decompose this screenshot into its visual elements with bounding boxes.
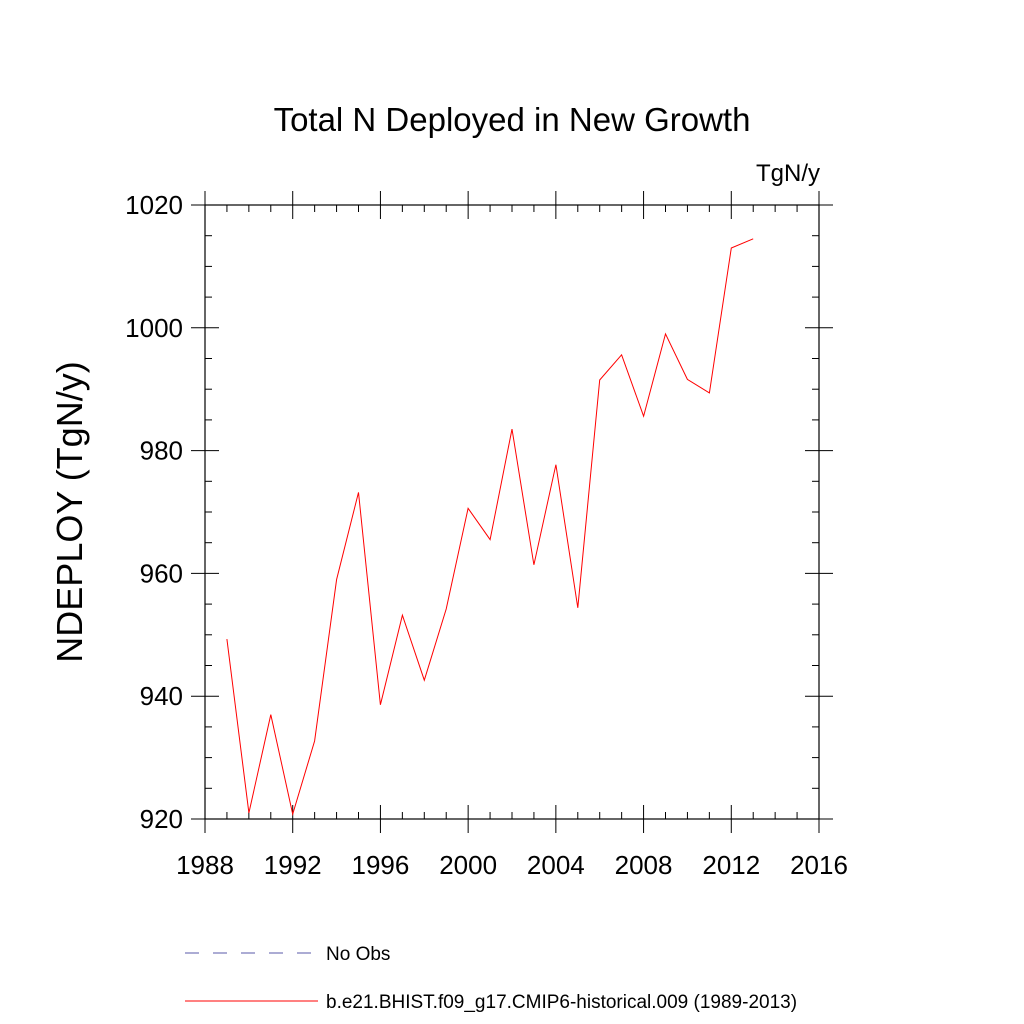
y-tick-label: 960 xyxy=(140,558,183,588)
y-tick-label: 1000 xyxy=(125,313,183,343)
series-layer xyxy=(226,238,754,817)
x-tick-label: 2000 xyxy=(439,850,497,880)
y-tick-label: 1020 xyxy=(125,190,183,220)
x-tick-label: 1992 xyxy=(264,850,322,880)
x-axis: 1988 1992 1996 2000 2004 2008 2012 2016 xyxy=(176,191,848,880)
x-tick-label: 1996 xyxy=(352,850,410,880)
x-tick-label: 2016 xyxy=(790,850,848,880)
x-tick-label: 2004 xyxy=(527,850,585,880)
y-axis-label: NDEPLOY (TgN/y) xyxy=(49,361,90,662)
legend-label-no-obs: No Obs xyxy=(326,944,390,965)
units-label: TgN/y xyxy=(756,160,820,187)
y-tick-label: 940 xyxy=(140,681,183,711)
legend-label-historical: b.e21.BHIST.f09_g17.CMIP6-historical.009… xyxy=(326,992,797,1013)
series-line xyxy=(226,238,754,817)
y-tick-label: 920 xyxy=(140,804,183,834)
x-tick-label: 2008 xyxy=(615,850,673,880)
y-tick-label: 980 xyxy=(140,436,183,466)
legend: No Obs b.e21.BHIST.f09_g17.CMIP6-histori… xyxy=(185,944,797,1013)
chart-title: Total N Deployed in New Growth xyxy=(274,101,751,138)
x-tick-label: 2012 xyxy=(702,850,760,880)
plot-frame xyxy=(204,204,820,820)
x-tick-label: 1988 xyxy=(176,850,234,880)
y-axis: 920 940 960 980 1000 1020 xyxy=(125,190,833,834)
